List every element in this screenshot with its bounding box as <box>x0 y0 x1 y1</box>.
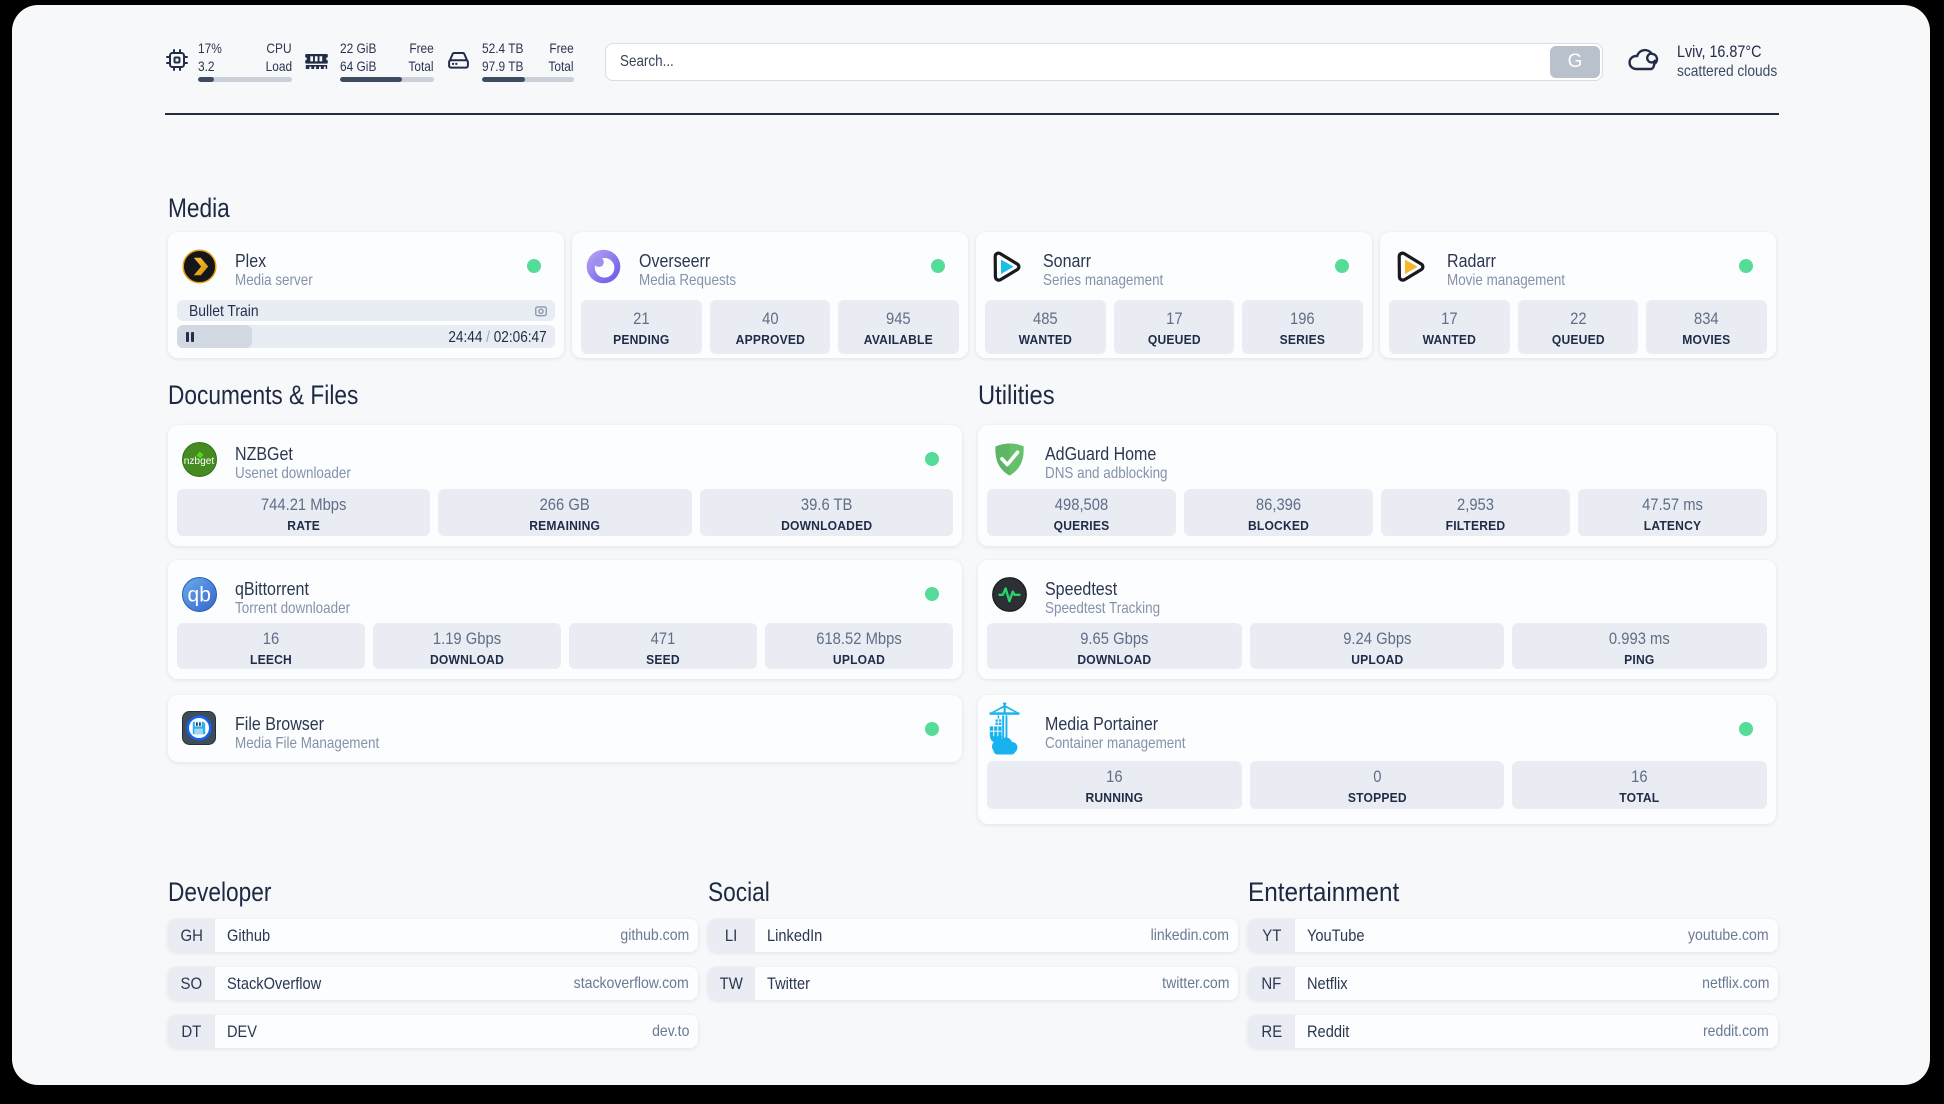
svg-text:nzbget: nzbget <box>184 456 215 467</box>
svg-text:qb: qb <box>188 584 211 607</box>
